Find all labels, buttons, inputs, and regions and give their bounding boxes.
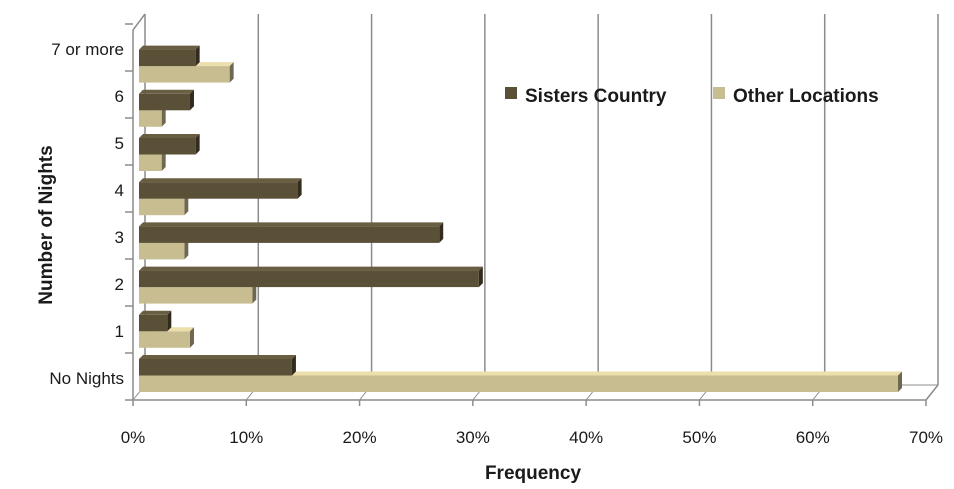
bar-side — [161, 106, 166, 127]
bar-front — [139, 242, 185, 260]
bar-top — [139, 355, 296, 359]
x-tick-label: 60% — [796, 428, 830, 447]
legend-label: Other Locations — [733, 86, 879, 107]
bar-front — [139, 331, 190, 348]
y-tick-label: 4 — [115, 181, 124, 200]
x-tick-label: 20% — [343, 428, 377, 447]
bar-side — [229, 62, 234, 83]
y-tick-label: 1 — [115, 322, 124, 341]
wall-edge — [132, 13, 146, 31]
x-tick-label: 40% — [569, 428, 603, 447]
y-tick-label: 7 or more — [51, 40, 124, 59]
bar-front — [139, 110, 162, 127]
bar-front — [139, 198, 185, 216]
bar-side — [439, 222, 444, 243]
bar-side — [195, 134, 200, 155]
bar-side — [478, 266, 483, 288]
x-tick-label: 10% — [229, 428, 263, 447]
bar-top — [139, 89, 194, 94]
bar-front — [139, 359, 292, 376]
bar-front — [139, 49, 196, 67]
legend-swatch — [713, 87, 725, 99]
bar-sisters-country — [139, 134, 200, 155]
bar-side — [189, 327, 194, 348]
bar-front — [139, 138, 196, 155]
y-tick-label: 5 — [115, 134, 124, 153]
axes — [125, 13, 939, 406]
bar-top — [139, 178, 302, 183]
y-tick-label: No Nights — [49, 369, 124, 388]
bar-side — [898, 371, 903, 392]
bar-front — [139, 154, 162, 171]
bar-front — [139, 66, 230, 83]
bar-top — [139, 266, 483, 271]
bar-front — [139, 182, 298, 199]
bar-top — [139, 45, 200, 50]
bar-side — [252, 283, 257, 304]
bar-sisters-country — [139, 89, 194, 111]
bar-other-locations — [139, 371, 903, 392]
x-tick-label: 30% — [456, 428, 490, 447]
legend-label: Sisters Country — [525, 86, 667, 107]
bar-sisters-country — [139, 355, 296, 376]
legend: Sisters Country Other Locations — [505, 86, 879, 107]
x-axis-title: Frequency — [485, 463, 582, 484]
legend-item: Sisters Country — [505, 86, 667, 107]
bar-side — [184, 238, 189, 260]
x-tick-label: 50% — [682, 428, 716, 447]
x-tick-label: 0% — [121, 428, 146, 447]
bar-top — [139, 222, 444, 227]
bar-side — [291, 355, 296, 376]
legend-swatch — [505, 87, 517, 99]
bar-top — [139, 310, 172, 315]
y-tick-label: 2 — [115, 275, 124, 294]
bar-front — [139, 314, 168, 332]
bar-front — [139, 226, 440, 243]
floor-edge — [925, 384, 939, 401]
bar-front — [139, 375, 899, 392]
bar-sisters-country — [139, 310, 172, 332]
bar-sisters-country — [139, 178, 302, 199]
gridlines — [132, 14, 939, 401]
bar-side — [297, 178, 302, 199]
bar-top — [139, 134, 200, 138]
tick-labels: No Nights 1 2 3 4 5 6 7 or more 0% 10% 20% 30% 40% 50… — [49, 40, 943, 447]
bar-top — [139, 371, 903, 376]
y-axis-title: Number of Nights — [36, 145, 57, 304]
bar-sisters-country — [139, 222, 444, 243]
legend-item: Other Locations — [713, 86, 879, 107]
bar-front — [139, 270, 479, 288]
bar-front — [139, 287, 253, 304]
x-tick-label: 70% — [909, 428, 943, 447]
bar-side — [195, 45, 200, 67]
bar-sisters-country — [139, 45, 200, 67]
y-tick-label: 6 — [115, 87, 124, 106]
bar-side — [161, 150, 166, 171]
bar-side — [184, 194, 189, 216]
bar-front — [139, 93, 190, 111]
bars — [139, 45, 903, 392]
y-tick-label: 3 — [115, 228, 124, 247]
bar-side — [189, 89, 194, 111]
bar-side — [167, 310, 172, 332]
bar-sisters-country — [139, 266, 483, 288]
